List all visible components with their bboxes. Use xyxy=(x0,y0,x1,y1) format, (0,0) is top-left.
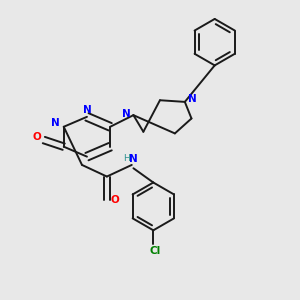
Text: Cl: Cl xyxy=(149,246,161,256)
Text: N: N xyxy=(51,118,60,128)
Text: O: O xyxy=(32,132,41,142)
Text: N: N xyxy=(82,105,91,115)
Text: H: H xyxy=(123,154,130,164)
Text: O: O xyxy=(111,195,119,205)
Text: N: N xyxy=(188,94,197,103)
Text: N: N xyxy=(129,154,138,164)
Text: N: N xyxy=(122,110,130,119)
